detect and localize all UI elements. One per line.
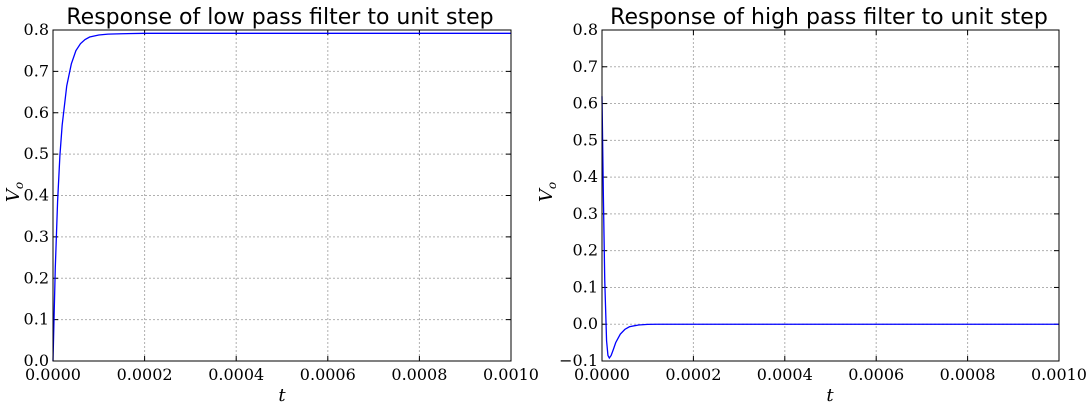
x-tick-label: 0.0006 xyxy=(848,365,904,384)
y-tick-label: 0.8 xyxy=(573,20,598,39)
y-tick-label: 0.6 xyxy=(573,94,598,113)
high-pass-chart: Response of high pass filter to unit ste… xyxy=(536,5,1087,406)
y-tick-label: −0.1 xyxy=(559,351,598,370)
y-tick-label: 0.0 xyxy=(24,351,49,370)
x-tick-label: 0.0006 xyxy=(300,365,356,384)
series-line xyxy=(601,96,1059,360)
x-tick-label: 0.0010 xyxy=(483,365,539,384)
plot-frame xyxy=(601,29,1060,362)
y-tick-label: 0.4 xyxy=(24,186,49,205)
y-axis-label-sub: o xyxy=(12,182,26,189)
x-tick-label: 0.0008 xyxy=(391,365,447,384)
y-axis-label-main: V xyxy=(536,187,557,202)
x-tick-label: 0.0000 xyxy=(25,365,81,384)
x-axis-label: t xyxy=(826,385,834,406)
y-tick-label: 0.2 xyxy=(24,268,49,287)
x-tick-label: 0.0004 xyxy=(208,365,264,384)
y-axis-label: Vo xyxy=(536,182,559,202)
y-tick-label: 0.6 xyxy=(24,103,49,122)
y-axis-label-main: V xyxy=(3,187,24,202)
y-tick-label: 0.1 xyxy=(24,310,49,329)
x-tick-label: 0.0008 xyxy=(940,365,996,384)
y-tick-label: 0.5 xyxy=(573,130,598,149)
y-tick-label: 0.3 xyxy=(24,227,49,246)
x-tick-label: 0.0010 xyxy=(1031,365,1087,384)
y-tick-label: 0.1 xyxy=(573,277,598,296)
y-tick-label: 0.5 xyxy=(24,144,49,163)
chart-title: Response of high pass filter to unit ste… xyxy=(610,5,1048,30)
x-axis-label: t xyxy=(278,385,286,406)
x-tick-label: 0.0002 xyxy=(665,365,721,384)
x-tick-label: 0.0002 xyxy=(117,365,173,384)
y-tick-label: 0.7 xyxy=(573,57,598,76)
y-tick-label: 0.8 xyxy=(24,20,49,39)
y-tick-label: 0.2 xyxy=(573,241,598,260)
y-tick-label: 0.3 xyxy=(573,204,598,223)
y-tick-label: 0.4 xyxy=(573,167,598,186)
y-tick-label: 0.0 xyxy=(573,314,598,333)
y-tick-label: 0.7 xyxy=(24,61,49,80)
series-line xyxy=(52,32,511,362)
y-axis-label: Vo xyxy=(3,182,26,202)
x-tick-label: 0.0000 xyxy=(574,365,630,384)
y-axis-label-sub: o xyxy=(545,182,559,189)
chart-title: Response of low pass filter to unit step xyxy=(66,5,493,30)
low-pass-chart: Response of low pass filter to unit step… xyxy=(3,5,539,406)
plot-frame xyxy=(52,29,512,362)
x-tick-label: 0.0004 xyxy=(757,365,813,384)
